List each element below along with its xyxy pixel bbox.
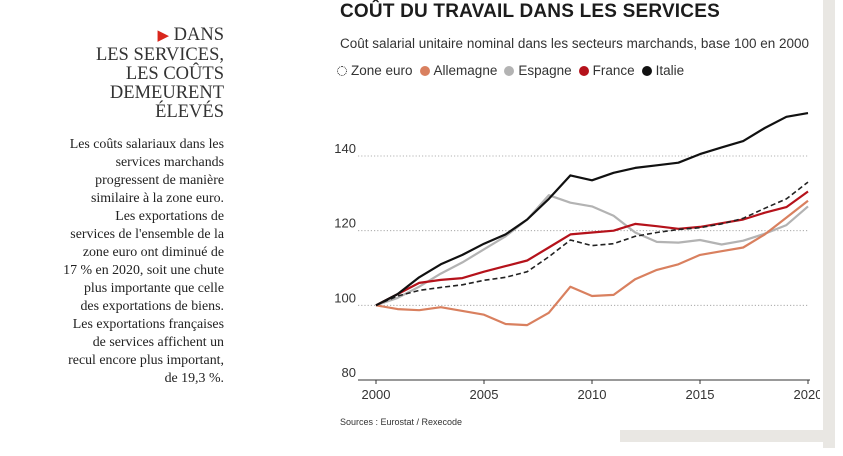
legend-item-zone-euro: Zone euro — [337, 63, 413, 78]
panel-shadow-bottom — [620, 430, 835, 442]
body-line: services marchands — [115, 155, 224, 170]
body-line: Les coûts salariaux dans les — [69, 137, 224, 152]
legend-item-allemagne: Allemagne — [419, 63, 497, 78]
legend-item-italie: Italie — [641, 63, 684, 78]
dot-icon — [578, 65, 589, 76]
body-line: Les exportations de — [115, 209, 224, 224]
x-tick-label: 2020 — [794, 387, 820, 402]
dot-icon — [504, 65, 515, 76]
dot-icon — [419, 65, 430, 76]
line-chart: 80 100 120 140 2000 2005 2010 2015 2020 — [334, 112, 820, 402]
sidebar-headline: ▶ DANS LES SERVICES, LES COÛTS DEMEURENT… — [0, 26, 224, 122]
dashed-circle-icon — [337, 65, 347, 76]
x-tick-label: 2005 — [470, 387, 499, 402]
x-tick-label: 2015 — [686, 387, 715, 402]
panel-shadow-right — [823, 0, 835, 448]
body-line: des exportations de biens. — [80, 299, 224, 314]
series-line-zone-euro — [375, 181, 809, 307]
body-line: services de l'ensemble de la — [70, 227, 224, 242]
arrow-right-icon: ▶ — [157, 28, 169, 44]
headline-line: ▶ DANS — [157, 25, 224, 45]
y-tick-label: 140 — [334, 141, 356, 156]
series-line-allemagne — [375, 199, 809, 327]
legend-item-espagne: Espagne — [504, 63, 572, 78]
body-line: plus importante que celle — [83, 281, 224, 296]
chart-title: COÛT DU TRAVAIL DANS LES SERVICES — [340, 1, 720, 22]
headline-line: DEMEURENT — [109, 83, 224, 103]
body-line: zone euro ont diminué de — [82, 245, 224, 260]
dot-icon — [641, 65, 652, 76]
y-tick-label: 80 — [342, 365, 356, 380]
body-line: progressent de manière — [95, 173, 224, 188]
series-line-italie — [375, 112, 809, 307]
chart-legend: Zone euro Allemagne Espagne France Itali… — [337, 63, 691, 78]
headline-line: LES SERVICES, — [95, 45, 224, 65]
body-line: de services affichent un — [92, 335, 224, 350]
headline-line: ÉLEVÉS — [155, 102, 224, 122]
legend-item-france: France — [578, 63, 635, 78]
body-line: 17 % en 2020, soit une chute — [63, 263, 224, 278]
series-line-espagne — [375, 194, 809, 307]
sidebar-body: Les coûts salariaux dans les services ma… — [0, 136, 224, 388]
headline-line: LES COÛTS — [125, 64, 224, 84]
body-line: Les exportations françaises — [72, 317, 224, 332]
x-tick-label: 2010 — [578, 387, 607, 402]
body-line: recul encore plus important, — [68, 353, 224, 368]
sidebar: ▶ DANS LES SERVICES, LES COÛTS DEMEURENT… — [0, 26, 224, 388]
x-tick-label: 2000 — [362, 387, 391, 402]
y-tick-label: 120 — [334, 216, 356, 231]
y-tick-label: 100 — [334, 290, 356, 305]
body-line: de 19,3 %. — [164, 371, 224, 386]
chart-subtitle: Coût salarial unitaire nominal dans les … — [340, 36, 810, 51]
chart-source: Sources : Eurostat / Rexecode — [340, 417, 463, 427]
body-line: similaire à la zone euro. — [90, 191, 224, 206]
